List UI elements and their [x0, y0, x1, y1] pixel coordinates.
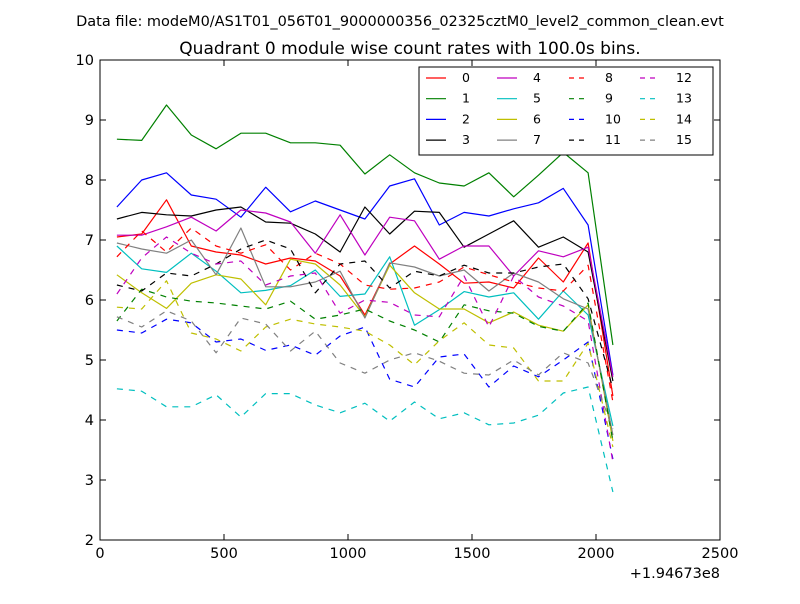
legend-label-6: 6: [533, 111, 541, 126]
legend-label-13: 13: [676, 91, 692, 106]
x-tick-label: 1000: [330, 546, 367, 562]
y-tick-label: 10: [76, 53, 94, 69]
series-line-11: [116, 239, 614, 389]
legend-frame: [418, 66, 714, 156]
series-line-10: [116, 318, 614, 460]
y-tick-label: 7: [85, 233, 94, 249]
x-tick-label: 500: [210, 546, 238, 562]
x-tick-label: 2000: [578, 546, 615, 562]
x-tick-label: 1500: [454, 546, 491, 562]
legend-label-11: 11: [605, 132, 621, 147]
series-line-3: [116, 206, 614, 382]
series-line-5: [116, 245, 614, 427]
legend-label-5: 5: [533, 91, 541, 106]
series-line-14: [116, 280, 614, 448]
legend-label-15: 15: [676, 132, 692, 147]
legend-label-4: 4: [533, 70, 541, 85]
legend-label-8: 8: [605, 70, 613, 85]
series-line-13: [116, 386, 614, 493]
x-tick-label: 2500: [702, 546, 739, 562]
figure-suptitle: Data file: modeM0/AS1T01_056T01_90000003…: [76, 14, 724, 30]
legend-label-10: 10: [605, 111, 621, 126]
series-line-6: [116, 258, 614, 442]
y-tick-label: 8: [85, 173, 94, 189]
series-line-15: [116, 310, 614, 430]
series-line-8: [116, 227, 614, 403]
legend-label-7: 7: [533, 132, 541, 147]
x-axis-offset-label: +1.94673e8: [630, 566, 720, 582]
series-line-2: [116, 172, 614, 376]
series-line-4: [116, 209, 614, 377]
y-tick-label: 9: [85, 113, 94, 129]
series-line-12: [116, 236, 614, 463]
y-tick-label: 3: [85, 473, 94, 489]
series-line-7: [116, 227, 614, 436]
x-tick-label: 0: [95, 546, 104, 562]
series-line-1: [116, 104, 614, 346]
series-layer: [116, 104, 614, 493]
legend-label-9: 9: [605, 91, 613, 106]
legend-label-14: 14: [676, 111, 692, 126]
series-line-0: [116, 199, 614, 397]
y-tick-label: 4: [85, 413, 94, 429]
y-tick-label: 5: [85, 353, 94, 369]
legend-label-1: 1: [462, 91, 470, 106]
chart-title: Quadrant 0 module wise count rates with …: [179, 39, 640, 59]
legend-label-2: 2: [462, 111, 470, 126]
legend-label-12: 12: [676, 70, 692, 85]
legend-label-3: 3: [462, 132, 470, 147]
legend-label-0: 0: [462, 70, 470, 85]
series-line-9: [116, 288, 614, 442]
y-tick-label: 6: [85, 293, 94, 309]
y-tick-label: 2: [85, 533, 94, 549]
